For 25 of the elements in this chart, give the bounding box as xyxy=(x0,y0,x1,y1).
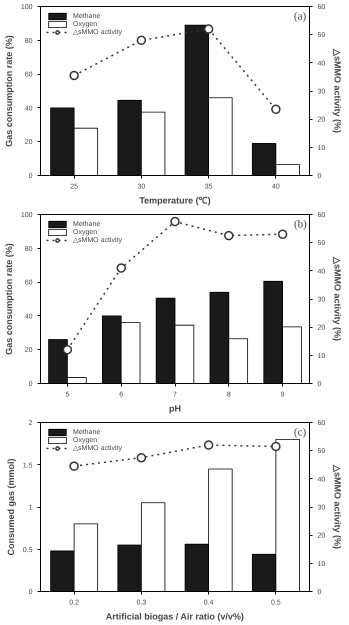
point xyxy=(278,229,288,239)
y-axis-title: Gas consumption rate (%) xyxy=(4,35,14,147)
point xyxy=(69,461,79,471)
point xyxy=(136,452,146,462)
y2-axis-title: △sMMO activity (%) xyxy=(332,256,342,342)
point xyxy=(136,36,146,46)
y-axis-title: Gas consumption rate (%) xyxy=(4,243,14,355)
annotation: (a) xyxy=(294,10,306,22)
point xyxy=(62,344,72,354)
point xyxy=(170,216,180,226)
point xyxy=(69,70,79,80)
point xyxy=(204,24,214,34)
y2-axis-title: △sMMO activity (%) xyxy=(332,48,342,134)
point xyxy=(204,440,214,450)
x-axis-title: Artificial biogas / Air ratio (v/v%) xyxy=(106,612,244,622)
point xyxy=(116,263,126,273)
point xyxy=(224,230,234,240)
y-axis-title: Consumed gas (mmol) xyxy=(6,458,16,556)
point xyxy=(271,442,281,452)
annotation: (c) xyxy=(294,426,306,438)
x-axis-title: pH xyxy=(169,404,181,414)
y2-axis-title: △sMMO activity (%) xyxy=(332,464,342,550)
annotation: (b) xyxy=(294,218,308,230)
point xyxy=(271,104,281,114)
x-axis-title: Temperature (℃) xyxy=(139,196,211,206)
